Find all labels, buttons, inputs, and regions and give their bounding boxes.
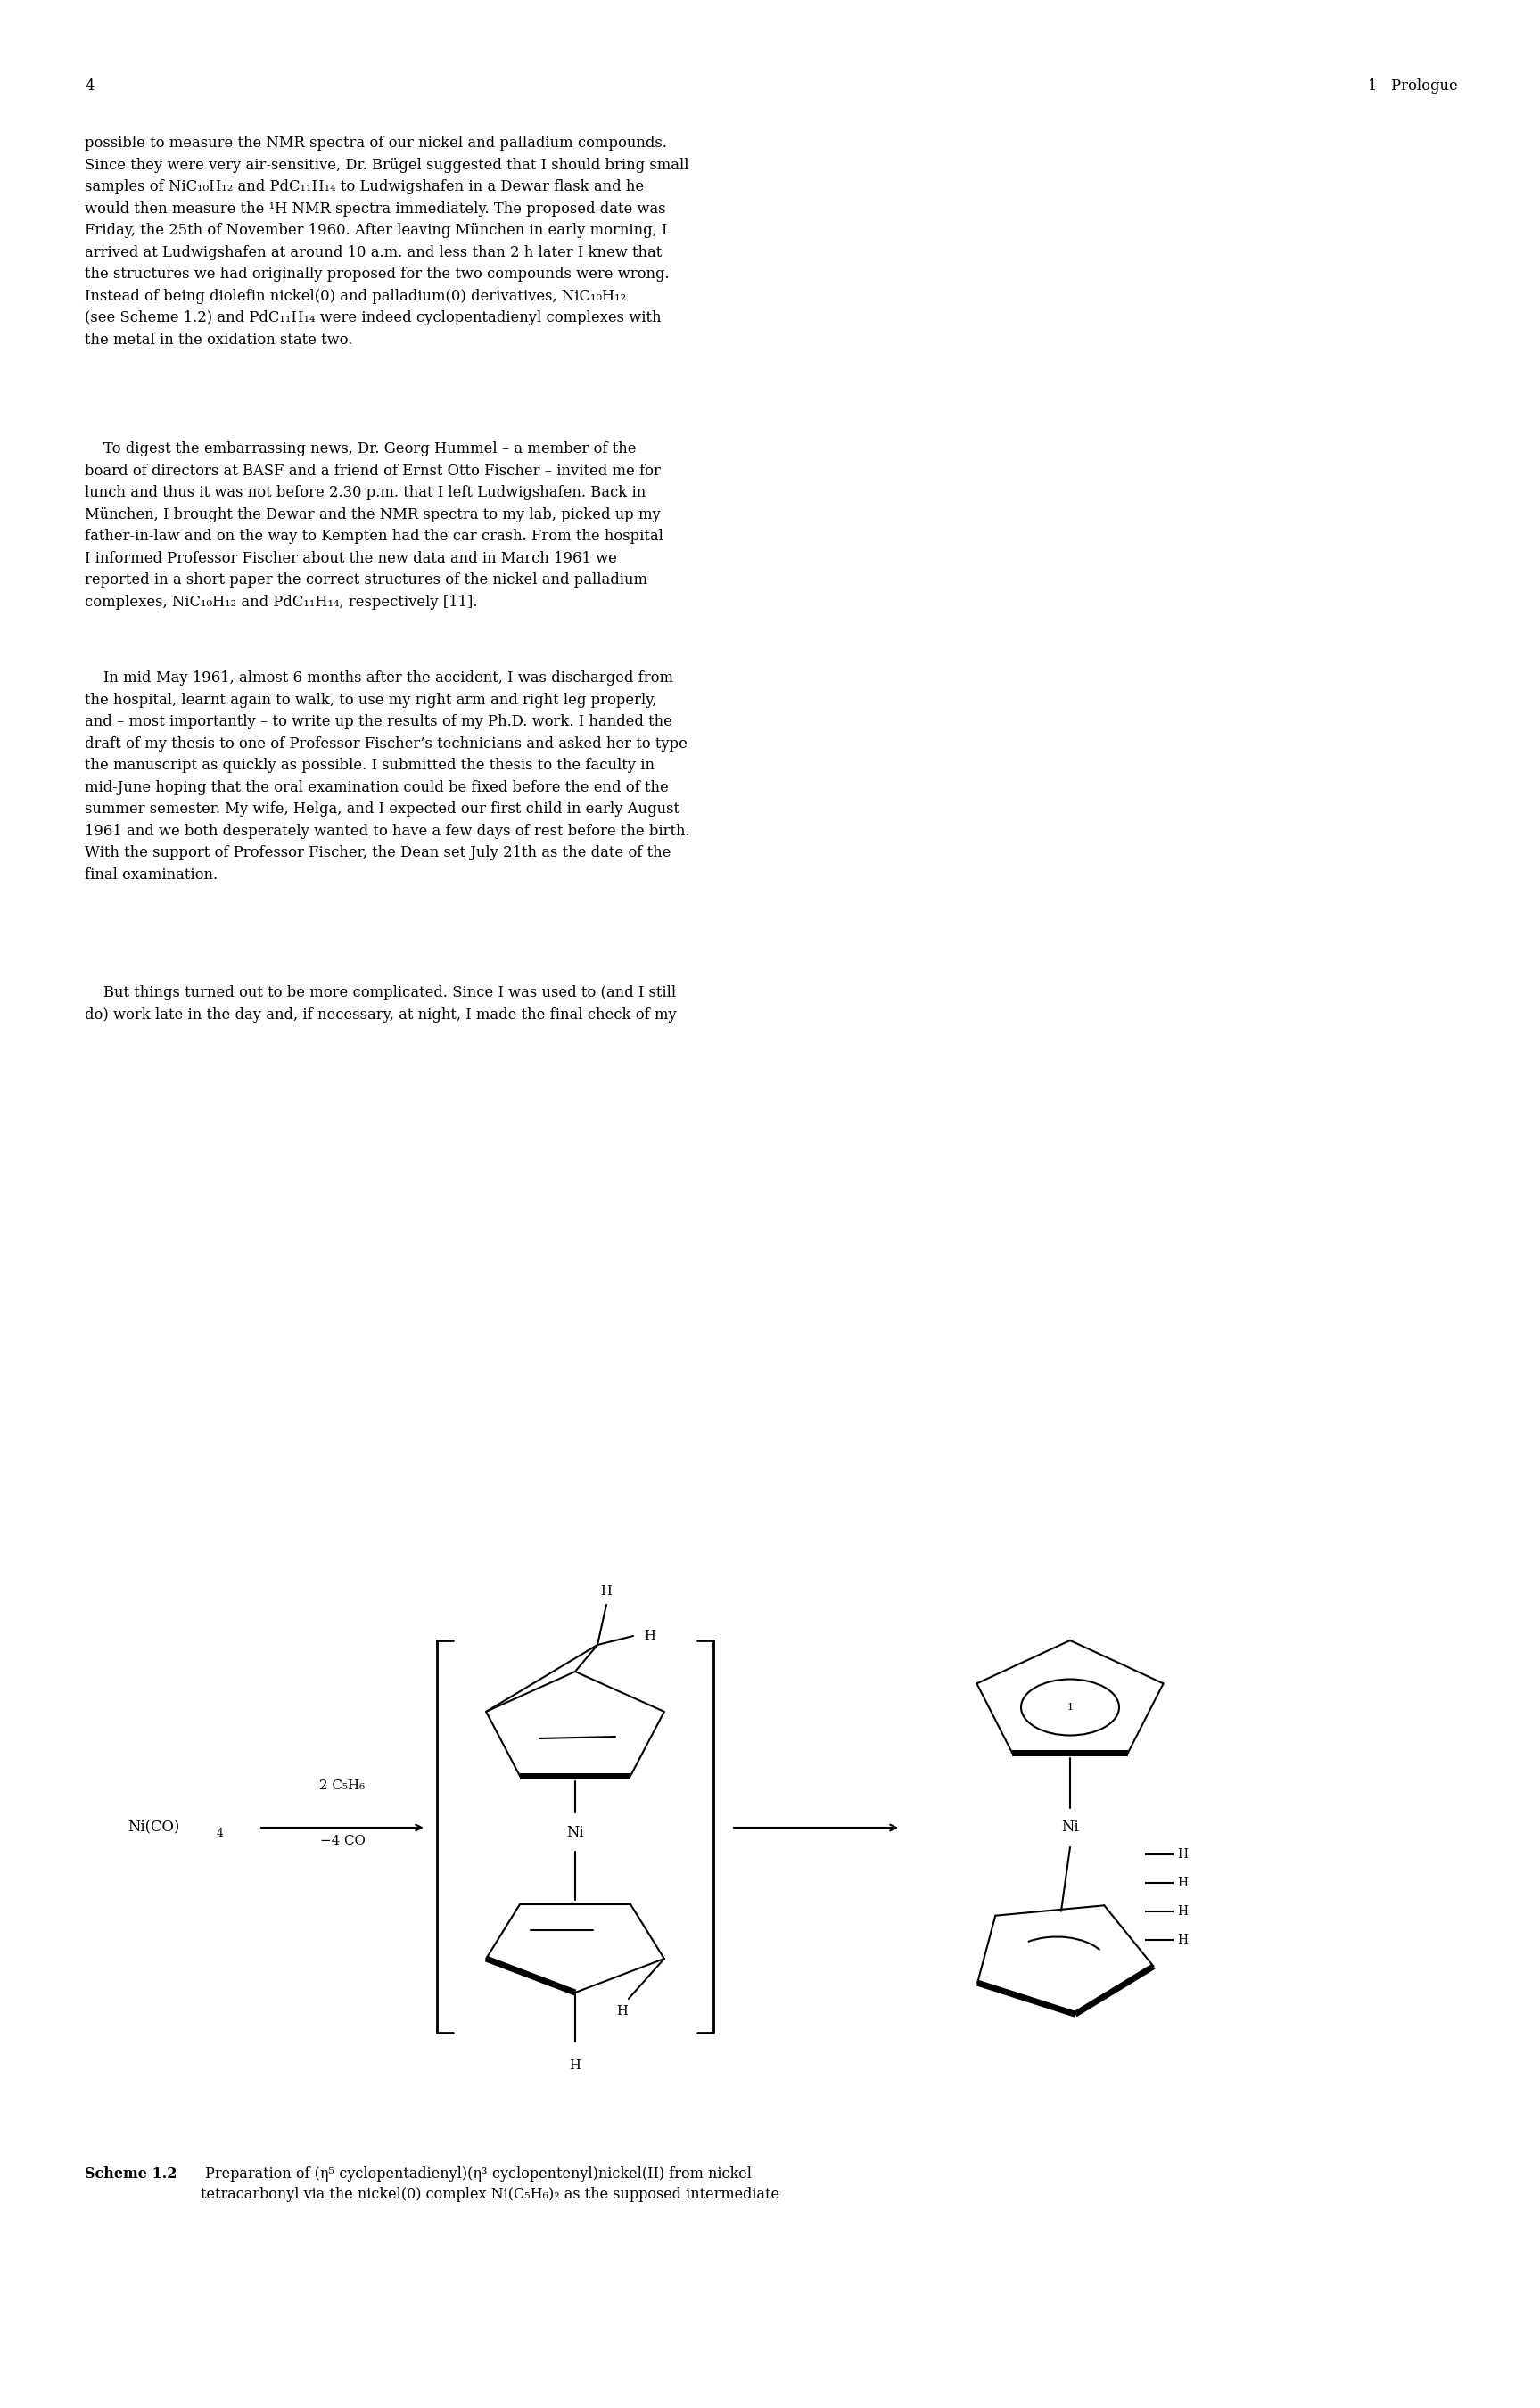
Text: 4: 4 xyxy=(85,79,94,94)
Text: H: H xyxy=(616,2006,628,2018)
Text: Ni(CO): Ni(CO) xyxy=(128,1820,180,1835)
Polygon shape xyxy=(1073,1963,1155,2018)
Text: H: H xyxy=(644,1630,654,1642)
Text: Ni: Ni xyxy=(567,1825,584,1840)
Text: 4: 4 xyxy=(217,1828,223,1840)
Text: But things turned out to be more complicated. Since I was used to (and I still
d: But things turned out to be more complic… xyxy=(85,985,676,1021)
Text: H: H xyxy=(1177,1876,1187,1890)
Polygon shape xyxy=(976,1979,1076,2018)
Text: In mid-May 1961, almost 6 months after the accident, I was discharged from
the h: In mid-May 1961, almost 6 months after t… xyxy=(85,669,690,881)
Text: 2 C₅H₆: 2 C₅H₆ xyxy=(320,1780,365,1792)
Polygon shape xyxy=(1012,1751,1127,1755)
Polygon shape xyxy=(485,1955,576,1996)
Text: H: H xyxy=(1177,1847,1187,1861)
Text: H: H xyxy=(1177,1934,1187,1946)
Text: −4 CO: −4 CO xyxy=(320,1835,365,1847)
Text: 1: 1 xyxy=(1067,1702,1073,1712)
Text: Ni: Ni xyxy=(1061,1820,1080,1835)
Text: H: H xyxy=(601,1584,611,1597)
Text: 1   Prologue: 1 Prologue xyxy=(1368,79,1458,94)
Text: possible to measure the NMR spectra of our nickel and palladium compounds.
Since: possible to measure the NMR spectra of o… xyxy=(85,135,688,347)
Polygon shape xyxy=(521,1772,630,1780)
Text: Scheme 1.2: Scheme 1.2 xyxy=(85,2167,177,2182)
Text: To digest the embarrassing news, Dr. Georg Hummel – a member of the
board of dir: To digest the embarrassing news, Dr. Geo… xyxy=(85,441,664,609)
Text: H: H xyxy=(570,2059,581,2071)
Text: H: H xyxy=(1177,1905,1187,1917)
Text: Preparation of (η⁵-cyclopentadienyl)(η³-cyclopentenyl)nickel(II) from nickel
tet: Preparation of (η⁵-cyclopentadienyl)(η³-… xyxy=(200,2167,779,2203)
